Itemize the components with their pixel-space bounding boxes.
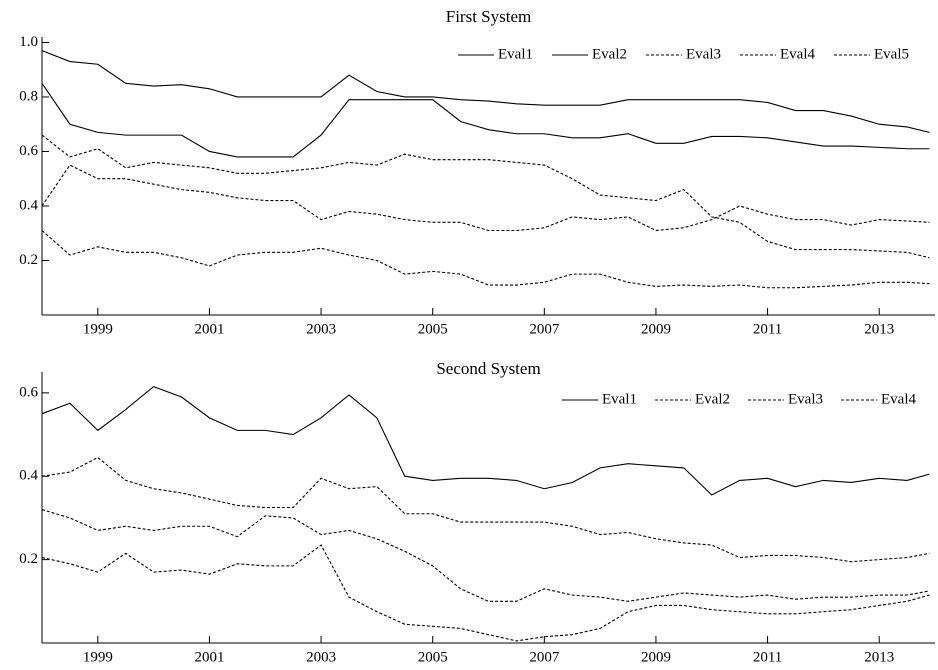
series-line — [41, 164, 930, 232]
chart-title: First System — [446, 7, 532, 26]
legend-label: Eval2 — [592, 46, 627, 62]
legend-label: Eval4 — [780, 46, 815, 62]
x-tick-label: 2001 — [194, 649, 224, 665]
x-tick-label: 2013 — [864, 321, 894, 337]
x-tick-label: 2009 — [641, 649, 671, 665]
series-line — [41, 50, 930, 133]
y-tick-label: 0.2 — [19, 551, 38, 567]
x-tick-label: 2013 — [864, 649, 894, 665]
legend-label: Eval2 — [695, 391, 730, 407]
x-tick-label: 2003 — [306, 321, 336, 337]
series-line — [41, 385, 930, 496]
series-line — [41, 509, 930, 602]
x-tick-label: 2007 — [529, 321, 560, 337]
y-tick-label: 0.6 — [19, 143, 38, 159]
x-tick-label: 2011 — [753, 321, 782, 337]
x-tick-label: 2009 — [641, 321, 671, 337]
series-line — [41, 544, 930, 642]
series-line — [41, 230, 930, 289]
x-tick-label: 2001 — [194, 321, 224, 337]
series-line — [41, 456, 930, 563]
x-tick-label: 2003 — [306, 649, 336, 665]
x-tick-label: 1999 — [83, 321, 113, 337]
legend-label: Eval1 — [602, 391, 637, 407]
y-tick-label: 0.8 — [19, 88, 38, 104]
x-tick-label: 2007 — [529, 649, 560, 665]
x-tick-label: 2005 — [418, 649, 448, 665]
y-tick-label: 0.2 — [19, 252, 38, 268]
x-tick-label: 1999 — [83, 649, 113, 665]
legend-label: Eval5 — [874, 46, 909, 62]
x-tick-label: 2011 — [753, 649, 782, 665]
y-tick-label: 0.6 — [19, 384, 38, 400]
legend-label: Eval3 — [686, 46, 721, 62]
series-line — [41, 83, 930, 158]
y-tick-label: 0.4 — [19, 197, 38, 213]
x-tick-label: 2005 — [418, 321, 448, 337]
legend-label: Eval1 — [498, 46, 533, 62]
legend-label: Eval3 — [788, 391, 823, 407]
chart-title: Second System — [436, 359, 540, 378]
y-tick-label: 0.4 — [19, 468, 38, 484]
legend-label: Eval4 — [881, 391, 916, 407]
y-tick-label: 1.0 — [19, 34, 38, 50]
series-line — [41, 134, 930, 259]
